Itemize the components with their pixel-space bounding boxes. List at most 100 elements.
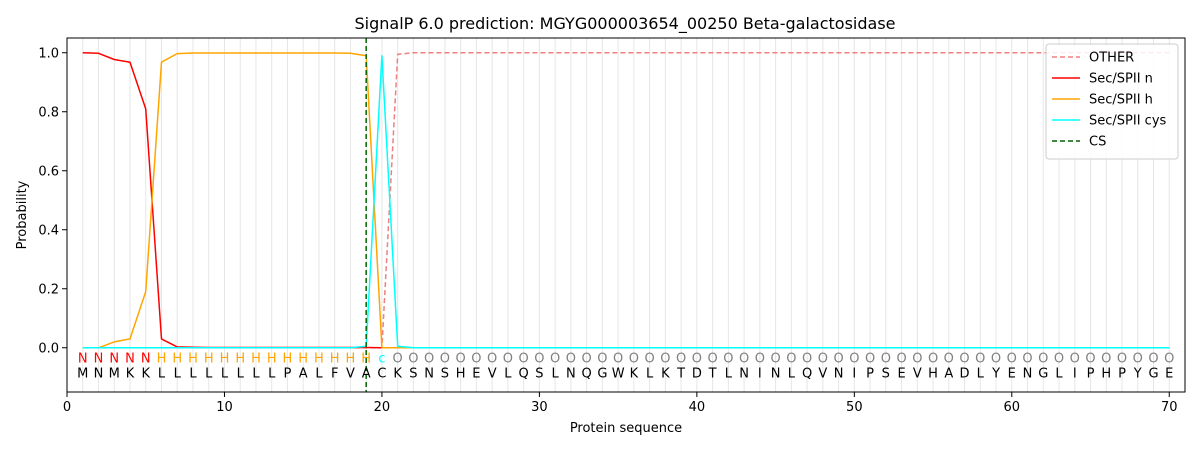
sequence-letter: Q <box>582 366 592 381</box>
sequence-letter: L <box>552 366 560 381</box>
annotation-letter: O <box>723 352 733 367</box>
annotation-letter: N <box>78 352 88 367</box>
sequence-letter: S <box>441 366 449 381</box>
sequence-letter: N <box>424 366 434 381</box>
annotation-letter: O <box>645 352 655 367</box>
x-axis-label: Protein sequence <box>570 421 682 436</box>
sequence-letter: D <box>960 366 970 381</box>
sequence-letter: M <box>77 366 88 381</box>
legend-box <box>1045 43 1179 160</box>
annotation-letter: O <box>802 352 812 367</box>
sequence-letter: E <box>472 366 480 381</box>
sequence-letter: I <box>852 366 856 381</box>
sequence-letter: V <box>913 366 922 381</box>
annotation-letter: O <box>975 352 985 367</box>
annotation-letter: c <box>378 352 385 367</box>
sequence-letter: L <box>252 366 260 381</box>
sequence-letter: L <box>189 366 197 381</box>
legend-label: CS <box>1089 135 1106 150</box>
annotation-letter: O <box>487 352 497 367</box>
grid <box>82 38 1170 392</box>
annotation-letter: O <box>629 352 639 367</box>
annotation-letter: O <box>991 352 1001 367</box>
annotation-letter: O <box>582 352 592 367</box>
sequence-letter: A <box>944 366 953 381</box>
annotation-letter: O <box>818 352 828 367</box>
annotation-letter: H <box>251 352 261 367</box>
x-tick-label: 30 <box>531 400 548 415</box>
sequence-letter: L <box>158 366 166 381</box>
annotation-letter: O <box>1038 352 1048 367</box>
sequence-letter: N <box>566 366 576 381</box>
legend-label: Sec/SPII cys <box>1089 114 1167 129</box>
sequence-letter: H <box>456 366 466 381</box>
sequence-letter: K <box>141 366 150 381</box>
sequence-letter: L <box>646 366 654 381</box>
axes: 0 10 20 30 40 50 60 70 0.0 0.2 0.4 0.6 0.8 1.0 <box>38 46 1177 415</box>
annotation-letter: O <box>912 352 922 367</box>
annotation-letter: H <box>346 352 356 367</box>
y-tick-label: 0.0 <box>38 341 59 356</box>
sequence-letter: L <box>268 366 276 381</box>
annotation-letter: O <box>865 352 875 367</box>
annotation-letter: O <box>613 352 623 367</box>
sequence-letter: T <box>708 366 717 381</box>
sequence-letter: S <box>409 366 417 381</box>
annotation-letter: O <box>1117 352 1127 367</box>
x-tick-label: 60 <box>1004 400 1021 415</box>
sequence-letter: Y <box>991 366 1000 381</box>
sequence-letter: G <box>1038 366 1048 381</box>
sequence-letter: V <box>346 366 355 381</box>
annotation-letter: H <box>172 352 182 367</box>
annotation-letter: O <box>1085 352 1095 367</box>
annotation-letter: H <box>188 352 198 367</box>
annotation-letter: O <box>959 352 969 367</box>
annotation-letter: O <box>456 352 466 367</box>
sequence-letter: D <box>692 366 702 381</box>
sequence-letter: G <box>1148 366 1158 381</box>
sequence-letter: N <box>1023 366 1033 381</box>
annotation-letter: O <box>550 352 560 367</box>
x-tick-label: 40 <box>689 400 706 415</box>
sequence-letter: F <box>331 366 338 381</box>
annotation-letter: N <box>109 352 119 367</box>
annotation-letter: H <box>314 352 324 367</box>
annotation-letter: H <box>298 352 308 367</box>
sequence-letter: L <box>237 366 245 381</box>
annotation-letter: H <box>235 352 245 367</box>
annotation-letter: H <box>220 352 230 367</box>
annotation-letter: H <box>330 352 340 367</box>
sequence-letter: Y <box>1133 366 1142 381</box>
sequence-letter: N <box>739 366 749 381</box>
annotation-letter: N <box>125 352 135 367</box>
sequence-letter: L <box>788 366 796 381</box>
sequence-letter: G <box>597 366 607 381</box>
annotation-letter: O <box>660 352 670 367</box>
sequence-letter: L <box>977 366 985 381</box>
annotation-letter: N <box>141 352 151 367</box>
annotation-letter: N <box>94 352 104 367</box>
sequence-letter: K <box>630 366 639 381</box>
sequence-letter: P <box>866 366 874 381</box>
annotation-letter: O <box>566 352 576 367</box>
y-tick-label: 0.8 <box>38 105 59 120</box>
y-tick-label: 0.2 <box>38 282 59 297</box>
legend-label: Sec/SPII h <box>1089 93 1153 108</box>
annotation-letter: O <box>896 352 906 367</box>
annotation-letter: O <box>928 352 938 367</box>
annotation-letter: O <box>755 352 765 367</box>
sequence-letter: L <box>1055 366 1063 381</box>
annotation-letter: H <box>283 352 293 367</box>
sequence-letter: N <box>771 366 781 381</box>
annotation-letter: O <box>692 352 702 367</box>
annotation-letter: H <box>361 352 371 367</box>
y-axis-label: Probability <box>15 180 30 249</box>
sequence-letter: L <box>504 366 512 381</box>
sequence-letter: K <box>393 366 402 381</box>
annotation-letter: O <box>770 352 780 367</box>
sequence-letter: T <box>676 366 685 381</box>
annotation-letter: O <box>503 352 513 367</box>
sequence-letter: A <box>362 366 371 381</box>
sequence-letter: W <box>612 366 625 381</box>
sequence-letter: L <box>315 366 323 381</box>
